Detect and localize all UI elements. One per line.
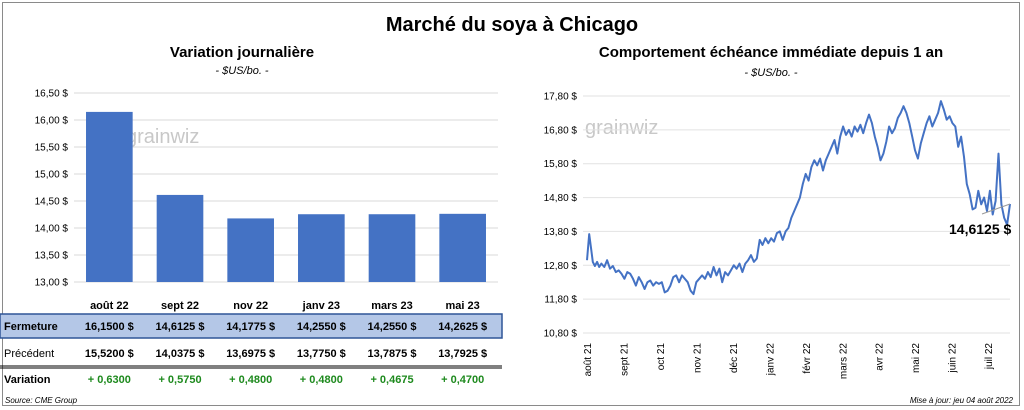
- line-y-tick-label: 15,80 $: [544, 159, 578, 170]
- table-cell: + 0,4800: [229, 374, 272, 386]
- table-cell: + 0,5750: [158, 374, 201, 386]
- line-x-tick-label: mars 22: [838, 343, 849, 380]
- table-cell: 16,1500 $: [85, 321, 134, 333]
- line-chart-x-axis: août 21 sept 21 oct 21 nov 21 déc 21 janv 22 f…: [583, 343, 995, 380]
- table-row-label: Fermeture: [4, 321, 58, 333]
- table-cell: 14,2550 $: [368, 321, 417, 333]
- line-chart-series: [586, 100, 1011, 296]
- table-cell: + 0,4700: [441, 374, 484, 386]
- line-x-tick-label: oct 21: [656, 343, 667, 371]
- chart-frame: [2, 2, 1020, 406]
- bar: [439, 213, 486, 282]
- bar-y-tick-label: 14,50 $: [35, 197, 69, 208]
- bar: [298, 214, 345, 282]
- line-chart-gridlines: [583, 95, 1010, 334]
- line-x-tick-label: juin 22: [948, 343, 959, 374]
- table-cell: 14,0375 $: [156, 348, 205, 360]
- line-x-tick-label: sept 21: [619, 343, 630, 376]
- bar: [227, 218, 274, 282]
- bar-chart-y-axis: 13,00 $ 13,50 $ 14,00 $ 14,50 $ 15,00 $ 15,50…: [35, 89, 69, 289]
- bar: [368, 214, 416, 282]
- bar-category-label: nov 22: [233, 300, 268, 312]
- table-row-label: Précédent: [4, 348, 54, 360]
- price-line: [586, 100, 1011, 296]
- table-cell: 13,7875 $: [368, 348, 417, 360]
- table-cell: + 0,4800: [300, 374, 343, 386]
- source-note: Source: CME Group: [5, 396, 78, 405]
- last-price-leader: [981, 203, 1011, 215]
- watermark-right: grainwiz: [585, 117, 658, 139]
- line-x-tick-label: janv 22: [765, 343, 776, 377]
- line-y-tick-label: 14,80 $: [544, 193, 578, 204]
- bar-chart-x-axis: août 22 sept 22 nov 22 janv 23 mars 23 mai 23: [90, 300, 480, 312]
- line-x-tick-label: août 21: [583, 343, 594, 377]
- bar-y-tick-label: 14,00 $: [35, 224, 69, 235]
- line-x-tick-label: nov 21: [692, 343, 703, 373]
- table-cell: 15,5200 $: [85, 348, 134, 360]
- line-chart-title: Comportement échéance immédiate depuis 1…: [599, 44, 943, 61]
- watermark-left: grainwiz: [126, 126, 199, 148]
- line-x-tick-label: févr 22: [802, 343, 813, 374]
- line-x-tick-label: déc 21: [729, 343, 740, 373]
- bar-category-label: sept 22: [161, 300, 199, 312]
- table-row-label: Variation: [4, 374, 51, 386]
- line-y-tick-label: 13,80 $: [544, 227, 578, 238]
- line-chart-y-axis: 10,80 $ 11,80 $ 12,80 $ 13,80 $ 14,80 $ 15,80…: [544, 92, 578, 340]
- bar-category-label: janv 23: [302, 300, 340, 312]
- table-cell: 14,2625 $: [438, 321, 487, 333]
- line-y-tick-label: 16,80 $: [544, 125, 578, 136]
- main-title: Marché du soya à Chicago: [386, 14, 638, 36]
- last-price-label: 14,6125 $: [949, 221, 1011, 237]
- bar-y-tick-label: 15,00 $: [35, 170, 69, 181]
- price-table: Fermeture 16,1500 $ 14,6125 $ 14,1775 $ 14,2…: [4, 321, 487, 386]
- bar-category-label: mai 23: [446, 300, 480, 312]
- line-y-tick-label: 11,80 $: [544, 295, 577, 306]
- table-cell: 14,2550 $: [297, 321, 346, 333]
- bar-y-tick-label: 15,50 $: [35, 143, 69, 154]
- bar-y-tick-label: 13,50 $: [35, 251, 69, 262]
- close-row-bg: [0, 313, 503, 339]
- table-cell: + 0,6300: [88, 374, 131, 386]
- line-y-tick-label: 17,80 $: [544, 92, 578, 103]
- line-y-tick-label: 10,80 $: [544, 329, 578, 340]
- table-cell: 14,1775 $: [226, 321, 275, 333]
- bar-y-tick-label: 13,00 $: [35, 278, 69, 289]
- table-cell: 13,7925 $: [438, 348, 487, 360]
- bar-chart-gridlines: [74, 92, 498, 283]
- bar: [86, 111, 133, 283]
- update-note: Mise à jour: jeu 04 août 2022: [910, 396, 1014, 405]
- table-cell: 13,6975 $: [226, 348, 275, 360]
- bar-category-label: mars 23: [371, 300, 413, 312]
- bar: [156, 194, 204, 282]
- table-cell: 14,6125 $: [156, 321, 205, 333]
- bar-y-tick-label: 16,50 $: [35, 89, 69, 100]
- line-chart-unit: - $US/bo. -: [744, 67, 798, 79]
- table-cell: + 0,4675: [370, 374, 413, 386]
- bar-chart-unit: - $US/bo. -: [215, 65, 269, 77]
- line-x-tick-label: juil 22: [984, 343, 995, 371]
- line-x-tick-label: avr 22: [875, 343, 886, 371]
- table-cell: 13,7750 $: [297, 348, 346, 360]
- line-x-tick-label: mai 22: [911, 343, 922, 373]
- bar-chart-title: Variation journalière: [170, 44, 314, 61]
- bar-chart-bars: [86, 111, 486, 283]
- bar-category-label: août 22: [90, 300, 129, 312]
- line-y-tick-label: 12,80 $: [544, 261, 578, 272]
- bar-y-tick-label: 16,00 $: [35, 116, 69, 127]
